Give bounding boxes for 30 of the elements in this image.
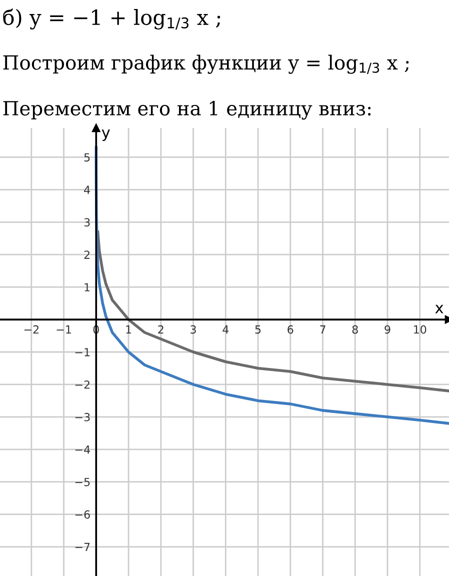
x-tick-label: −1 xyxy=(56,325,71,334)
y-tick-label: 2 xyxy=(84,250,90,259)
y-tick-label: 1 xyxy=(84,283,90,292)
x-axis-title: x xyxy=(435,304,444,314)
y-tick-label: −6 xyxy=(75,510,90,519)
x-tick-label: 10 xyxy=(414,325,426,334)
y-tick-label: 4 xyxy=(84,186,90,194)
y-axis-title: y xyxy=(102,129,110,141)
y-tick-label: −2 xyxy=(75,380,90,389)
y-tick-label: −5 xyxy=(75,478,90,486)
y-tick-label: 5 xyxy=(84,153,90,162)
y-tick-label: −4 xyxy=(75,446,90,454)
x-tick-label: 1 xyxy=(126,325,132,334)
x-tick-label: 7 xyxy=(320,325,326,334)
y-tick-label: 3 xyxy=(84,218,90,227)
line-series xyxy=(94,146,449,425)
y-tick-label: −3 xyxy=(75,412,90,422)
x-tick-label: 6 xyxy=(288,325,294,334)
x-tick-label: 4 xyxy=(222,325,229,334)
x-tick-label: 5 xyxy=(255,325,261,334)
x-tick-label: −2 xyxy=(24,325,38,334)
y-tick-label: −7 xyxy=(75,542,90,552)
y-tick-label: −1 xyxy=(75,348,90,356)
text: Переместим его на 1 единицу вниз: xyxy=(3,100,371,120)
chart-title: б) y = −1 + log$_{1/3}$ x ; xyxy=(3,8,220,30)
x-tick-label: 9 xyxy=(384,325,390,334)
x-tick-label: 8 xyxy=(352,325,358,334)
chart-subtitle: Построим график функции y = log$_{1/3}$ x ; xyxy=(3,54,409,74)
x-tick-label: 2 xyxy=(158,325,164,334)
x-tick-label: 3 xyxy=(190,325,196,334)
